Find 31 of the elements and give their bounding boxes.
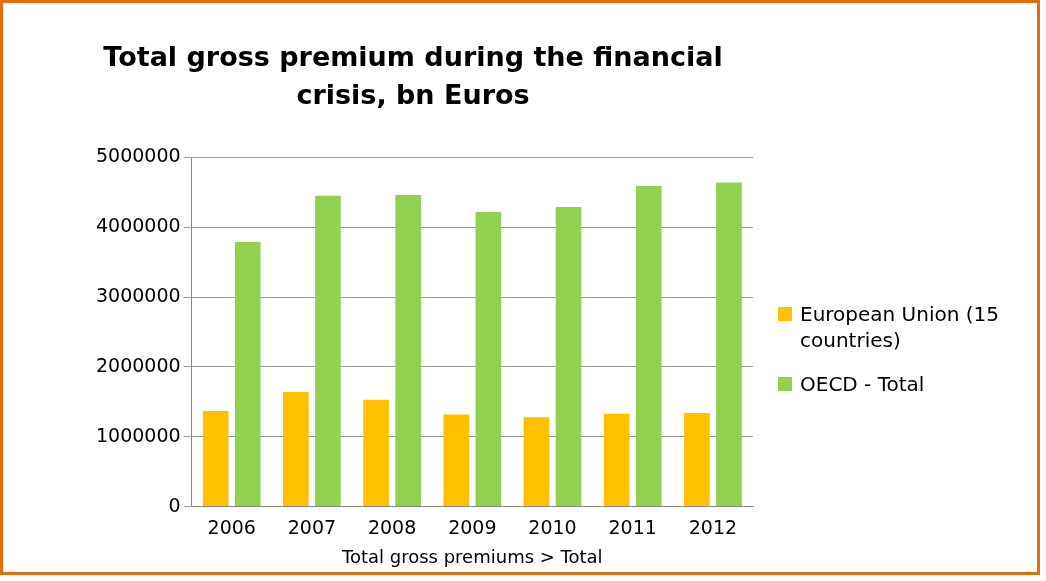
x-tick-label: 2007 bbox=[287, 515, 337, 538]
y-tick-label: 2000000 bbox=[95, 353, 181, 376]
bar bbox=[202, 410, 229, 507]
bar bbox=[395, 195, 421, 507]
bar bbox=[283, 392, 309, 507]
bar bbox=[315, 195, 341, 507]
y-tick-label: 5000000 bbox=[95, 144, 181, 167]
y-tick-label: 3000000 bbox=[95, 284, 181, 307]
bar bbox=[603, 413, 630, 507]
legend-label: OECD - Total bbox=[800, 371, 925, 397]
x-tick-label: 2008 bbox=[367, 515, 417, 538]
legend-label: European Union (15 countries) bbox=[800, 301, 1000, 353]
x-tick-label: 2006 bbox=[207, 515, 256, 538]
y-tick-label: 0 bbox=[168, 493, 181, 516]
bar bbox=[363, 399, 389, 507]
bar bbox=[443, 414, 470, 507]
x-tick-label: 2012 bbox=[688, 515, 738, 538]
bar bbox=[555, 206, 582, 507]
y-tick-label: 1000000 bbox=[95, 423, 181, 446]
chart-title: Total gross premium during the financial crisis, bn Euros bbox=[103, 40, 723, 112]
bar bbox=[684, 413, 710, 507]
y-tick-label: 4000000 bbox=[95, 214, 181, 237]
bar bbox=[716, 182, 742, 507]
bar bbox=[475, 211, 502, 507]
bar bbox=[635, 186, 662, 507]
x-axis-title: Total gross premiums > Total bbox=[341, 545, 603, 567]
x-tick-label: 2009 bbox=[448, 515, 497, 538]
x-tick-label: 2011 bbox=[608, 515, 657, 538]
bar bbox=[234, 241, 261, 507]
bar bbox=[523, 417, 550, 507]
x-tick-label: 2010 bbox=[528, 515, 577, 538]
